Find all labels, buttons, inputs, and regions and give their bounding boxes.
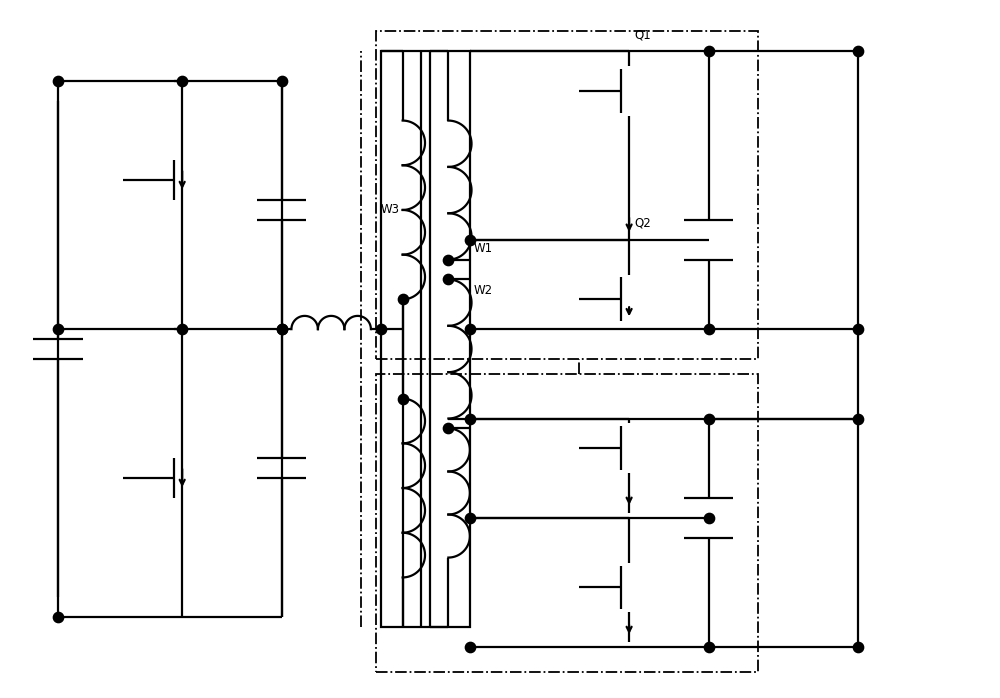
Point	[850, 641, 866, 653]
Point	[462, 413, 478, 424]
Point	[850, 413, 866, 424]
Bar	[376, 31, 758, 359]
Point	[373, 324, 389, 335]
Point	[174, 324, 190, 335]
Point	[50, 324, 66, 335]
Point	[701, 45, 717, 57]
Text: Q2: Q2	[634, 217, 651, 230]
Point	[274, 324, 290, 335]
Point	[440, 254, 456, 265]
Point	[850, 324, 866, 335]
Bar	[376, 374, 758, 671]
Point	[395, 393, 411, 404]
Point	[701, 641, 717, 653]
Point	[395, 294, 411, 305]
Text: W3: W3	[381, 203, 400, 216]
Point	[701, 512, 717, 524]
Point	[274, 75, 290, 87]
Point	[274, 324, 290, 335]
Text: W2: W2	[473, 285, 492, 297]
Text: Q1: Q1	[634, 28, 651, 41]
Point	[440, 274, 456, 285]
Point	[174, 75, 190, 87]
Point	[462, 324, 478, 335]
Bar	[381, 51, 470, 627]
Point	[50, 75, 66, 87]
Point	[701, 324, 717, 335]
Point	[701, 413, 717, 424]
Point	[850, 45, 866, 57]
Point	[440, 423, 456, 434]
Point	[50, 611, 66, 623]
Text: W1: W1	[473, 242, 492, 255]
Point	[462, 641, 478, 653]
Point	[462, 512, 478, 524]
Point	[462, 234, 478, 245]
